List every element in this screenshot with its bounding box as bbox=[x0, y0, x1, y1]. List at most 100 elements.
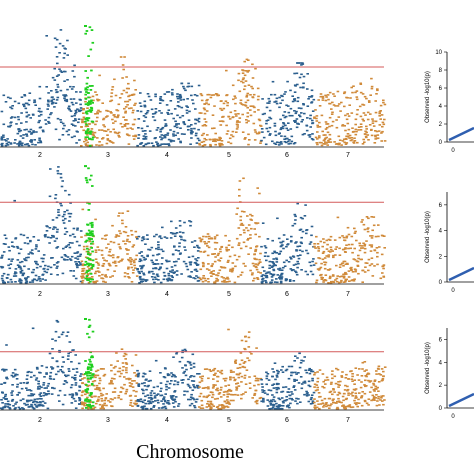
snp-point bbox=[93, 380, 97, 382]
snp-point bbox=[269, 402, 273, 405]
snp-point bbox=[204, 386, 207, 389]
snp-point bbox=[7, 141, 10, 144]
snp-point bbox=[209, 400, 213, 403]
snp-outlier bbox=[154, 359, 158, 362]
snp-point bbox=[128, 277, 131, 279]
snp-point bbox=[160, 112, 163, 114]
snp-point bbox=[152, 263, 156, 265]
snp-point bbox=[216, 405, 220, 408]
snp-point bbox=[343, 239, 346, 241]
snp-point bbox=[344, 129, 347, 132]
snp-point bbox=[141, 407, 145, 410]
snp-point bbox=[225, 124, 228, 127]
snp-point bbox=[150, 259, 153, 262]
snp-point bbox=[101, 137, 105, 139]
snp-point bbox=[290, 365, 294, 368]
snp-point bbox=[187, 398, 190, 401]
snp-point bbox=[318, 126, 322, 128]
snp-point bbox=[351, 271, 355, 273]
snp-point bbox=[166, 132, 170, 134]
snp-point bbox=[353, 232, 357, 234]
snp-point bbox=[60, 370, 64, 373]
snp-point bbox=[381, 378, 385, 380]
snp-point bbox=[322, 238, 325, 240]
snp-point bbox=[292, 385, 296, 387]
snp-point bbox=[313, 372, 317, 374]
snp-point bbox=[189, 367, 193, 370]
snp-point bbox=[9, 97, 12, 100]
snp-point bbox=[346, 389, 349, 392]
snp-point bbox=[103, 259, 106, 262]
snp-point bbox=[150, 398, 153, 401]
snp-point bbox=[205, 139, 208, 141]
qq-x-tick-label: 0 bbox=[451, 288, 455, 294]
snp-point bbox=[47, 236, 50, 239]
snp-point bbox=[44, 264, 47, 267]
snp-point bbox=[191, 99, 194, 101]
snp-point bbox=[91, 243, 95, 245]
snp-point bbox=[107, 262, 111, 265]
snp-point bbox=[83, 140, 86, 143]
snp-point bbox=[254, 401, 258, 403]
snp-point bbox=[72, 275, 76, 277]
snp-point bbox=[261, 278, 264, 281]
snp-point bbox=[324, 137, 327, 140]
snp-point bbox=[351, 380, 354, 382]
snp-point bbox=[219, 107, 222, 110]
snp-point bbox=[84, 256, 88, 259]
snp-point bbox=[196, 385, 200, 387]
snp-point bbox=[126, 273, 130, 275]
snp-point bbox=[368, 391, 372, 393]
snp-point bbox=[277, 397, 280, 400]
snp-point bbox=[226, 278, 230, 280]
snp-point bbox=[380, 234, 384, 237]
snp-point bbox=[303, 393, 306, 396]
snp-point bbox=[175, 260, 178, 263]
snp-point bbox=[203, 118, 207, 120]
snp-point bbox=[79, 91, 82, 93]
chromosome-tick-label: 4 bbox=[165, 152, 169, 159]
snp-point bbox=[253, 129, 257, 131]
snp-point bbox=[331, 370, 334, 372]
snp-point bbox=[157, 279, 160, 281]
snp-point bbox=[270, 93, 273, 96]
snp-point bbox=[97, 387, 101, 389]
snp-point bbox=[314, 262, 318, 265]
snp-point bbox=[173, 235, 177, 237]
snp-point bbox=[63, 47, 66, 50]
snp-point bbox=[351, 91, 354, 94]
snp-point bbox=[110, 379, 113, 382]
snp-point bbox=[183, 394, 186, 396]
highlight-point bbox=[88, 366, 92, 369]
snp-point bbox=[92, 281, 96, 284]
snp-point bbox=[330, 403, 333, 405]
snp-point bbox=[88, 96, 92, 99]
snp-point bbox=[12, 405, 15, 407]
snp-point bbox=[336, 400, 339, 403]
snp-point bbox=[187, 256, 191, 258]
snp-point bbox=[337, 103, 341, 105]
snp-point bbox=[295, 241, 298, 243]
snp-point bbox=[115, 234, 119, 237]
chromosome-points-6 bbox=[260, 62, 316, 146]
snp-point bbox=[81, 382, 84, 384]
snp-point bbox=[271, 274, 275, 277]
snp-point bbox=[166, 280, 170, 282]
snp-point bbox=[351, 375, 354, 378]
snp-point bbox=[101, 265, 105, 267]
snp-point bbox=[290, 391, 293, 393]
snp-point bbox=[184, 262, 188, 265]
snp-point bbox=[203, 368, 207, 370]
snp-point bbox=[73, 252, 77, 254]
snp-point bbox=[172, 130, 176, 133]
snp-point bbox=[49, 371, 53, 374]
snp-outlier bbox=[5, 344, 8, 346]
snp-point bbox=[188, 404, 192, 407]
snp-point bbox=[240, 397, 243, 400]
snp-point bbox=[162, 403, 165, 405]
snp-point bbox=[124, 112, 127, 114]
snp-point bbox=[288, 406, 291, 409]
snp-point bbox=[297, 257, 301, 260]
snp-point bbox=[143, 105, 147, 108]
snp-point bbox=[269, 133, 272, 135]
